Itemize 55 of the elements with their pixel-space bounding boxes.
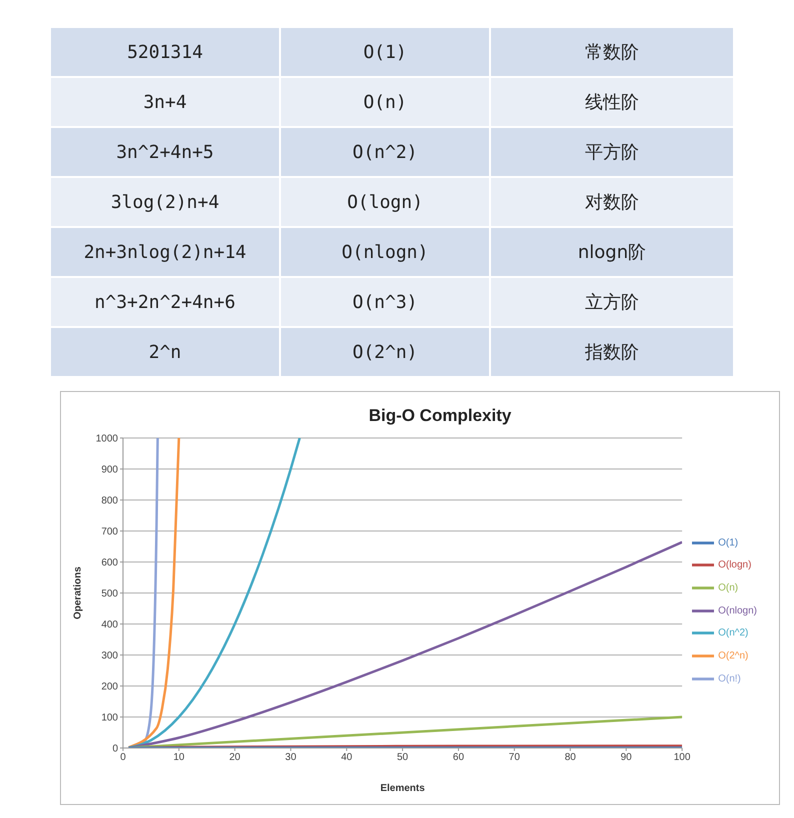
text: 立方阶 (585, 291, 639, 314)
legend-label: O(nlogn) (718, 605, 757, 616)
legend-label: O(n^2) (718, 628, 748, 639)
text: O(2^n) (352, 342, 418, 362)
legend-label: O(2^n) (718, 650, 748, 662)
text: 5201314 (127, 42, 203, 62)
y-tick-label: 1000 (96, 434, 118, 445)
y-tick-label: 600 (101, 558, 118, 569)
text: 2n+3nlog(2)n+14 (84, 242, 246, 262)
x-tick-label: 30 (285, 752, 297, 764)
text: O(n^3) (352, 292, 418, 312)
text: 平方阶 (585, 141, 639, 164)
text: nlogn阶 (578, 241, 646, 264)
x-tick-label: 80 (564, 752, 576, 764)
y-tick-label: 800 (101, 496, 118, 507)
text: n^3+2n^2+4n+6 (94, 292, 236, 312)
legend-label: O(n!) (718, 673, 741, 684)
y-tick-label: 900 (101, 464, 118, 476)
x-tick-label: 100 (674, 752, 691, 764)
x-tick-label: 60 (452, 752, 464, 764)
text: 对数阶 (585, 191, 639, 214)
y-tick-label: 700 (101, 526, 118, 538)
text: 常数阶 (585, 41, 639, 64)
y-tick-label: 400 (101, 620, 118, 631)
legend-label: O(1) (718, 537, 738, 548)
legend-label: O(n) (718, 582, 738, 594)
legend-label: O(logn) (718, 560, 752, 572)
line-series (127, 438, 180, 748)
line-series (127, 438, 301, 748)
x-tick-label: 20 (229, 752, 241, 764)
text: 2^n (148, 342, 182, 362)
text: 线性阶 (585, 91, 639, 114)
x-tick-label: 50 (396, 752, 409, 764)
text: O(nlogn) (342, 242, 428, 262)
text: 3n^2+4n+5 (116, 142, 214, 162)
y-axis-title: Operations (72, 566, 84, 620)
y-tick-label: 0 (112, 744, 118, 755)
text: 指数阶 (585, 341, 639, 364)
text: O(1) (363, 42, 407, 62)
x-tick-label: 10 (173, 752, 185, 764)
text: 3n+4 (143, 92, 187, 112)
x-tick-label: 0 (120, 752, 126, 764)
x-axis-title: Elements (380, 783, 426, 794)
y-tick-label: 200 (101, 682, 118, 693)
y-tick-label: 100 (101, 712, 118, 724)
text: O(n) (363, 92, 407, 112)
text: O(logn) (347, 192, 423, 212)
text: O(n^2) (352, 142, 418, 162)
x-tick-label: 40 (341, 752, 353, 764)
x-tick-label: 90 (620, 752, 632, 764)
y-tick-label: 300 (101, 650, 118, 662)
chart-title: Big-O Complexity (368, 406, 512, 426)
y-tick-label: 500 (101, 588, 118, 600)
text: 3log(2)n+4 (110, 192, 220, 212)
x-tick-label: 70 (508, 752, 520, 764)
